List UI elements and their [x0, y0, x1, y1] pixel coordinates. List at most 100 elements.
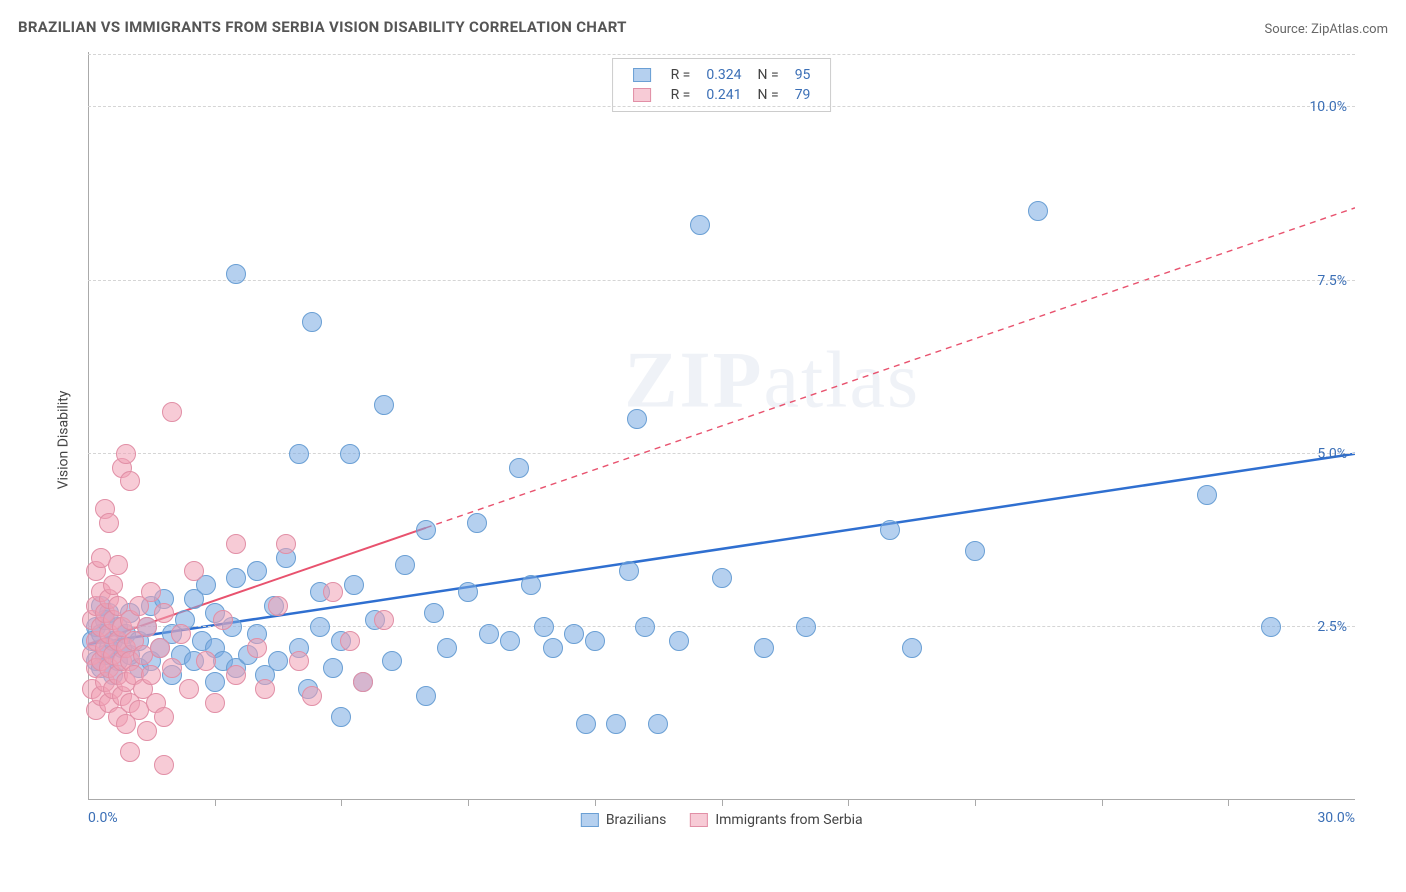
scatter-point-series-1 — [184, 561, 204, 581]
scatter-point-series-1 — [154, 707, 174, 727]
scatter-point-series-0 — [424, 603, 444, 623]
scatter-point-series-1 — [247, 638, 267, 658]
scatter-point-series-1 — [302, 686, 322, 706]
scatter-point-series-0 — [416, 520, 436, 540]
scatter-point-series-0 — [344, 575, 364, 595]
legend-row-series-1: R = 0.241 N = 79 — [625, 85, 819, 105]
x-tick — [341, 800, 342, 806]
legend-item-0: Brazilians — [580, 812, 666, 828]
scatter-point-series-1 — [213, 610, 233, 630]
y-tick-label: 5.0% — [1317, 446, 1347, 462]
scatter-point-series-1 — [196, 651, 216, 671]
x-tick — [215, 800, 216, 806]
scatter-point-series-0 — [479, 624, 499, 644]
scatter-point-series-0 — [521, 575, 541, 595]
scatter-point-series-1 — [120, 742, 140, 762]
swatch-series-1-b — [690, 813, 708, 827]
scatter-point-series-1 — [116, 444, 136, 464]
n-value-1: 79 — [787, 85, 819, 105]
legend-row-series-0: R = 0.324 N = 95 — [625, 65, 819, 85]
scatter-point-series-0 — [458, 582, 478, 602]
scatter-point-series-0 — [395, 555, 415, 575]
chart-title: BRAZILIAN VS IMMIGRANTS FROM SERBIA VISI… — [18, 18, 627, 36]
scatter-point-series-0 — [226, 264, 246, 284]
x-tick — [848, 800, 849, 806]
scatter-point-series-0 — [416, 686, 436, 706]
scatter-point-series-0 — [534, 617, 554, 637]
y-tick-label: 2.5% — [1317, 619, 1347, 635]
scatter-point-series-1 — [289, 651, 309, 671]
r-value-1: 0.241 — [698, 85, 749, 105]
x-tick — [1102, 800, 1103, 806]
scatter-point-series-0 — [374, 395, 394, 415]
scatter-point-series-1 — [353, 672, 373, 692]
x-tick-label-min: 0.0% — [88, 810, 118, 826]
scatter-point-series-0 — [648, 714, 668, 734]
x-tick — [722, 800, 723, 806]
gridline-h — [88, 453, 1355, 454]
scatter-point-series-0 — [543, 638, 563, 658]
plot-region: ZIPatlas R = 0.324 N = 95 R = 0.241 N = … — [88, 52, 1355, 800]
scatter-point-series-1 — [162, 402, 182, 422]
watermark-rest: atlas — [764, 337, 921, 425]
swatch-series-1 — [633, 88, 651, 102]
x-tick — [1228, 800, 1229, 806]
scatter-point-series-0 — [796, 617, 816, 637]
n-label: N = — [750, 85, 787, 105]
n-label: N = — [750, 65, 787, 85]
scatter-point-series-0 — [323, 658, 343, 678]
swatch-series-0-b — [580, 813, 598, 827]
scatter-point-series-0 — [965, 541, 985, 561]
scatter-point-series-1 — [154, 755, 174, 775]
swatch-series-0 — [633, 68, 651, 82]
scatter-point-series-1 — [374, 610, 394, 630]
legend-stats: R = 0.324 N = 95 R = 0.241 N = 79 — [612, 58, 832, 112]
legend-item-1: Immigrants from Serbia — [690, 812, 863, 828]
scatter-point-series-1 — [162, 658, 182, 678]
x-tick — [595, 800, 596, 806]
y-tick-label: 10.0% — [1309, 99, 1347, 115]
scatter-point-series-1 — [205, 693, 225, 713]
x-tick-label-max: 30.0% — [1317, 810, 1355, 826]
scatter-point-series-0 — [382, 651, 402, 671]
scatter-point-series-1 — [340, 631, 360, 651]
y-tick-label: 7.5% — [1317, 273, 1347, 289]
legend-label-0: Brazilians — [606, 812, 667, 828]
scatter-point-series-0 — [302, 312, 322, 332]
scatter-point-series-0 — [619, 561, 639, 581]
scatter-point-series-1 — [276, 534, 296, 554]
gridline-h — [88, 280, 1355, 281]
scatter-point-series-0 — [712, 568, 732, 588]
legend-series: Brazilians Immigrants from Serbia — [570, 812, 872, 828]
scatter-point-series-1 — [150, 638, 170, 658]
scatter-point-series-0 — [606, 714, 626, 734]
scatter-point-series-1 — [171, 624, 191, 644]
scatter-point-series-1 — [226, 534, 246, 554]
r-value-0: 0.324 — [698, 65, 749, 85]
source-label: Source: ZipAtlas.com — [1264, 22, 1388, 37]
scatter-point-series-0 — [585, 631, 605, 651]
scatter-point-series-1 — [108, 555, 128, 575]
scatter-point-series-1 — [141, 665, 161, 685]
scatter-point-series-1 — [141, 582, 161, 602]
scatter-point-series-0 — [902, 638, 922, 658]
scatter-point-series-0 — [268, 651, 288, 671]
scatter-point-series-0 — [1261, 617, 1281, 637]
scatter-point-series-0 — [205, 672, 225, 692]
scatter-point-series-0 — [669, 631, 689, 651]
scatter-point-series-0 — [340, 444, 360, 464]
scatter-point-series-1 — [137, 721, 157, 741]
trend-line-dashed-1 — [426, 208, 1355, 528]
scatter-point-series-0 — [310, 617, 330, 637]
scatter-point-series-0 — [576, 714, 596, 734]
scatter-point-series-0 — [467, 513, 487, 533]
watermark-bold: ZIP — [624, 337, 763, 425]
scatter-point-series-0 — [247, 561, 267, 581]
scatter-point-series-0 — [289, 444, 309, 464]
scatter-point-series-0 — [1028, 201, 1048, 221]
scatter-point-series-0 — [331, 707, 351, 727]
n-value-0: 95 — [787, 65, 819, 85]
scatter-point-series-1 — [255, 679, 275, 699]
scatter-point-series-1 — [323, 582, 343, 602]
y-axis-label: Vision Disability — [55, 391, 71, 490]
